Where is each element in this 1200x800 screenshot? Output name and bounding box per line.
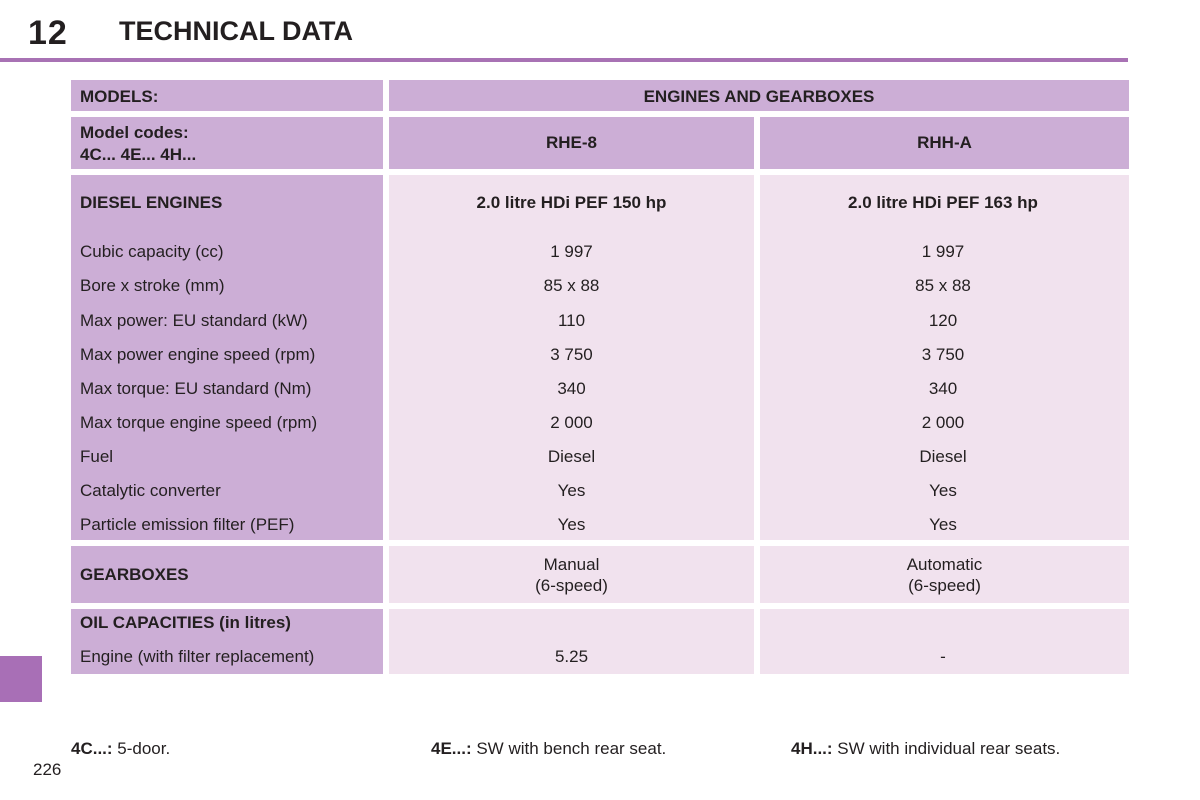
spec-row-label: Cubic capacity (cc) bbox=[80, 242, 224, 261]
spec-row-value-col2: Diesel bbox=[919, 447, 967, 466]
page-number: 226 bbox=[33, 760, 62, 779]
footnote-4c: 4C...: 5-door. bbox=[71, 739, 170, 759]
diesel-col2-cell bbox=[760, 175, 1129, 540]
gearbox-col2-cell: Automatic (6-speed) bbox=[760, 546, 1129, 603]
diesel-col1-cell bbox=[389, 175, 754, 540]
footnote-text: SW with individual rear seats. bbox=[832, 739, 1061, 758]
footnote-4e: 4E...: SW with bench rear seat. bbox=[431, 739, 666, 759]
header-divider bbox=[0, 58, 1128, 62]
spec-row-label: Bore x stroke (mm) bbox=[80, 276, 225, 295]
engine-code-rhha: RHH-A bbox=[760, 117, 1129, 169]
footnote-code: 4E...: bbox=[431, 739, 472, 758]
model-codes-label: Model codes: bbox=[80, 123, 189, 142]
model-codes-values: 4C... 4E... 4H... bbox=[80, 145, 197, 164]
spec-row-value-col2: 85 x 88 bbox=[915, 276, 971, 295]
spec-row-value-col1: Diesel bbox=[547, 447, 596, 466]
spec-row-value-col1: 340 bbox=[557, 379, 586, 398]
spec-row-value-col2: 2 000 bbox=[921, 413, 965, 432]
spec-row-label: Max power: EU standard (kW) bbox=[80, 311, 308, 330]
footnote-code: 4H...: bbox=[791, 739, 833, 758]
spec-row-label: Max torque: EU standard (Nm) bbox=[80, 379, 312, 398]
spec-row-label: Max power engine speed (rpm) bbox=[80, 345, 316, 364]
spec-row-value-col2: 120 bbox=[928, 311, 958, 330]
oil-engine-label: Engine (with filter replacement) bbox=[80, 647, 315, 666]
spec-row-value-col1: 85 x 88 bbox=[543, 276, 600, 295]
gearbox-type-col2: Automatic bbox=[906, 555, 983, 574]
spec-row-label: Particle emission filter (PEF) bbox=[80, 515, 295, 534]
spec-row-value-col2: 340 bbox=[928, 379, 958, 398]
engine-name-col2: 2.0 litre HDi PEF 163 hp bbox=[848, 193, 1038, 212]
spec-row-value-col2: Yes bbox=[929, 515, 957, 534]
spec-row-value-col1: 110 bbox=[557, 311, 586, 330]
spec-row-value-col1: 3 750 bbox=[550, 345, 593, 364]
engine-name-col1: 2.0 litre HDi PEF 150 hp bbox=[476, 193, 667, 212]
spec-row-label: Catalytic converter bbox=[80, 481, 221, 500]
engines-gearboxes-header-cell: ENGINES AND GEARBOXES bbox=[389, 80, 1129, 111]
spec-row-value-col1: Yes bbox=[557, 481, 586, 500]
gearbox-speeds-col1: (6-speed) bbox=[535, 576, 608, 595]
diesel-label-column bbox=[71, 175, 383, 540]
oil-capacity-col1: 5.25 bbox=[554, 647, 589, 666]
spec-row-value-col2: 3 750 bbox=[921, 345, 965, 364]
oil-col1-cell bbox=[389, 609, 754, 674]
spec-row-value-col1: 1 997 bbox=[550, 242, 593, 261]
gearbox-type-col1: Manual bbox=[543, 555, 600, 574]
oil-capacity-col2: - bbox=[940, 647, 946, 666]
spec-row-value-col1: Yes bbox=[557, 515, 586, 534]
oil-col2-cell bbox=[760, 609, 1129, 674]
chapter-number: 12 bbox=[28, 14, 68, 52]
models-header-cell: MODELS: bbox=[71, 80, 383, 111]
spec-row-value-col1: 2 000 bbox=[550, 413, 593, 432]
gearbox-col1-cell: Manual (6-speed) bbox=[389, 546, 754, 603]
model-codes-cell: Model codes: 4C... 4E... 4H... bbox=[71, 117, 383, 169]
chapter-side-tab bbox=[0, 656, 42, 702]
footnote-text: 5-door. bbox=[112, 739, 171, 758]
footnote-4h: 4H...: SW with individual rear seats. bbox=[791, 739, 1060, 759]
spec-row-value-col2: Yes bbox=[929, 481, 957, 500]
oil-label-cell bbox=[71, 609, 383, 674]
diesel-engines-heading: DIESEL ENGINES bbox=[80, 193, 223, 212]
spec-row-label: Fuel bbox=[80, 447, 114, 466]
gearboxes-label-cell: GEARBOXES bbox=[71, 546, 383, 603]
engine-code-rhe8: RHE-8 bbox=[389, 117, 754, 169]
oil-capacities-heading: OIL CAPACITIES (in litres) bbox=[80, 613, 291, 632]
footnote-text: SW with bench rear seat. bbox=[471, 739, 667, 758]
page-title: TECHNICAL DATA bbox=[119, 16, 353, 46]
spec-row-label: Max torque engine speed (rpm) bbox=[80, 413, 318, 432]
spec-row-value-col2: 1 997 bbox=[921, 242, 965, 261]
footnote-code: 4C...: bbox=[71, 739, 113, 758]
gearbox-speeds-col2: (6-speed) bbox=[908, 576, 981, 595]
